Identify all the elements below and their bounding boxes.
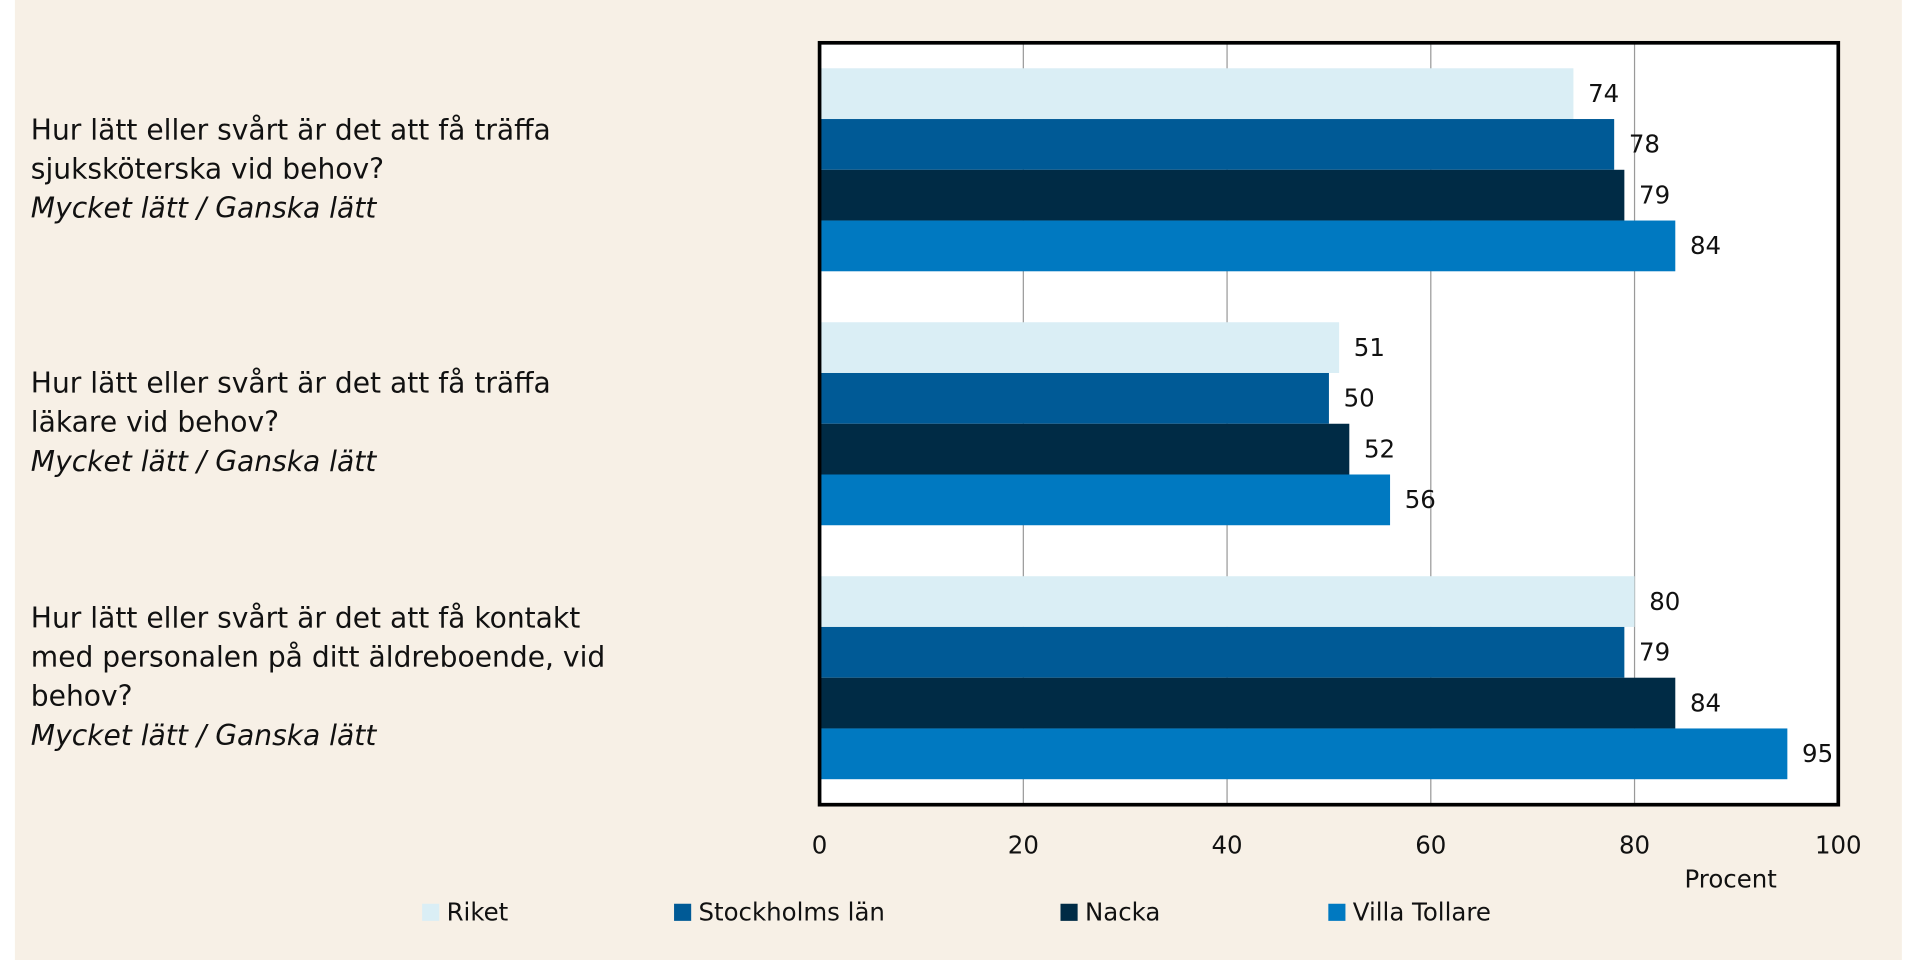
data-label: 84	[1690, 688, 1721, 717]
category-question: Hur lätt eller svårt är det att få träff…	[30, 368, 551, 440]
data-label: 79	[1639, 180, 1670, 209]
bar	[819, 626, 1625, 678]
category-note: Mycket lätt / Ganska lätt	[30, 720, 377, 753]
category-text: Hur lätt eller svårt är det att få träff…	[31, 297, 606, 551]
legend-label: Villa Tollare	[1353, 898, 1491, 927]
x-tick-label: 20	[1008, 830, 1039, 859]
category-block: Hur lätt eller svårt är det att få träff…	[31, 111, 606, 228]
bar	[819, 220, 1676, 272]
x-axis-label: Procent	[1685, 865, 1777, 894]
bar	[819, 677, 1676, 729]
bar	[819, 576, 1635, 627]
legend-swatch	[422, 903, 440, 921]
category-label: Hur lätt eller svårt är det att få konta…	[31, 551, 606, 805]
bar	[819, 372, 1329, 424]
category-text: Hur lätt eller svårt är det att få träff…	[31, 43, 606, 297]
bar	[819, 474, 1391, 526]
category-question: Hur lätt eller svårt är det att få konta…	[30, 603, 606, 714]
legend-swatch	[1060, 903, 1078, 921]
legend-label: Riket	[447, 898, 509, 927]
x-tick-label: 0	[812, 830, 828, 859]
category-block: Hur lätt eller svårt är det att få träff…	[31, 365, 606, 482]
category-label: Hur lätt eller svårt är det att få träff…	[31, 297, 606, 551]
bar	[819, 423, 1350, 475]
category-text: Hur lätt eller svårt är det att få konta…	[31, 551, 606, 805]
category-note: Mycket lätt / Ganska lätt	[30, 193, 377, 225]
data-label: 51	[1354, 333, 1385, 362]
category-label: Hur lätt eller svårt är det att få träff…	[31, 43, 606, 297]
bar	[819, 119, 1615, 170]
data-label: 78	[1629, 130, 1660, 159]
data-label: 84	[1690, 231, 1721, 260]
data-label: 79	[1639, 638, 1670, 667]
category-question: Hur lätt eller svårt är det att få träff…	[30, 114, 551, 186]
bar	[819, 322, 1340, 373]
bar	[819, 728, 1788, 780]
data-label: 74	[1588, 79, 1619, 108]
data-label: 95	[1802, 739, 1833, 768]
legend-label: Stockholms län	[699, 898, 885, 927]
x-tick-label: 100	[1815, 830, 1862, 859]
plot-frame	[817, 40, 1841, 807]
data-label: 52	[1364, 434, 1395, 463]
data-label: 56	[1405, 485, 1436, 514]
legend-label: Nacka	[1085, 898, 1160, 927]
category-block: Hur lätt eller svårt är det att få konta…	[31, 599, 606, 756]
bar	[819, 169, 1625, 221]
legend-swatch	[674, 903, 692, 921]
category-note: Mycket lätt / Ganska lätt	[30, 446, 377, 479]
bar	[819, 68, 1574, 120]
data-label: 50	[1344, 384, 1375, 413]
x-tick-label: 60	[1415, 830, 1446, 859]
x-tick-label: 40	[1212, 830, 1243, 859]
x-tick-label: 80	[1619, 830, 1650, 859]
data-label: 80	[1649, 587, 1680, 616]
legend-swatch	[1328, 903, 1346, 921]
